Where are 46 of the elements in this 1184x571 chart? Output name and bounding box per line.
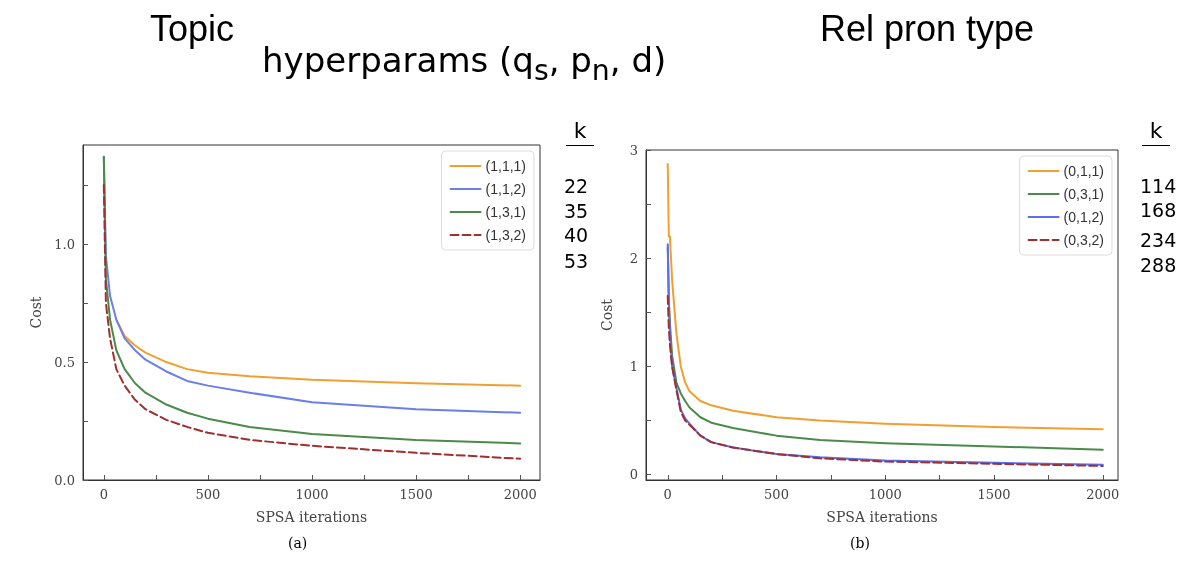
x-tick-label: 0 [663,487,672,502]
legend-label: (1,1,1) [485,158,527,174]
x-tick-label: 2000 [503,487,537,502]
line-series [666,295,1104,467]
text: 168 [1140,199,1177,221]
y-axis-title: Cost [28,296,45,329]
y-tick-label: 2 [629,250,638,266]
y-tick-label: 0 [629,467,638,483]
line-series [666,163,1104,431]
x-tick-label: 1000 [868,487,902,502]
text: 288 [1140,254,1177,276]
text: 22 [564,175,589,197]
legend-label: (0,1,2) [1063,209,1105,225]
x-tick-label: 0 [99,487,108,502]
text: 114 [1140,175,1177,197]
x-tick-label: 500 [764,487,789,502]
y-tick-label: 0.5 [54,354,75,370]
text: 53 [564,250,589,272]
y-axis-title: Cost [599,298,615,331]
text: (a) [288,535,308,551]
legend-label: (1,3,1) [485,204,527,220]
text: (b) [850,535,870,551]
legend-label: (0,3,2) [1063,232,1105,248]
y-tick-label: 1.0 [54,236,75,252]
x-tick-label: 1500 [977,487,1011,502]
text: 234 [1140,229,1177,251]
x-tick-label: 1000 [295,487,329,502]
x-axis-title: SPSA iterations [826,509,938,525]
y-tick-label: 1 [629,358,638,374]
legend-label: (0,3,1) [1063,186,1105,202]
x-tick-label: 500 [195,487,221,502]
text: 35 [564,200,589,222]
legend-label: (0,1,1) [1063,163,1105,179]
text: 40 [564,224,589,246]
text: k [1142,118,1170,146]
text: k [566,118,594,146]
x-axis-title: SPSA iterations [255,509,368,525]
chart-title: Topic [150,8,235,50]
x-tick-label: 2000 [1086,487,1120,502]
y-tick-label: 0.0 [54,472,75,488]
legend-label: (1,1,2) [485,181,527,197]
legend-label: (1,3,2) [485,227,527,243]
chart-title: Rel pron type [820,8,1035,50]
y-tick-label: 3 [629,142,638,158]
text: hyperparams (q$_{s}$, p$_{n}$, d) [262,40,667,87]
x-tick-label: 1500 [399,487,433,502]
